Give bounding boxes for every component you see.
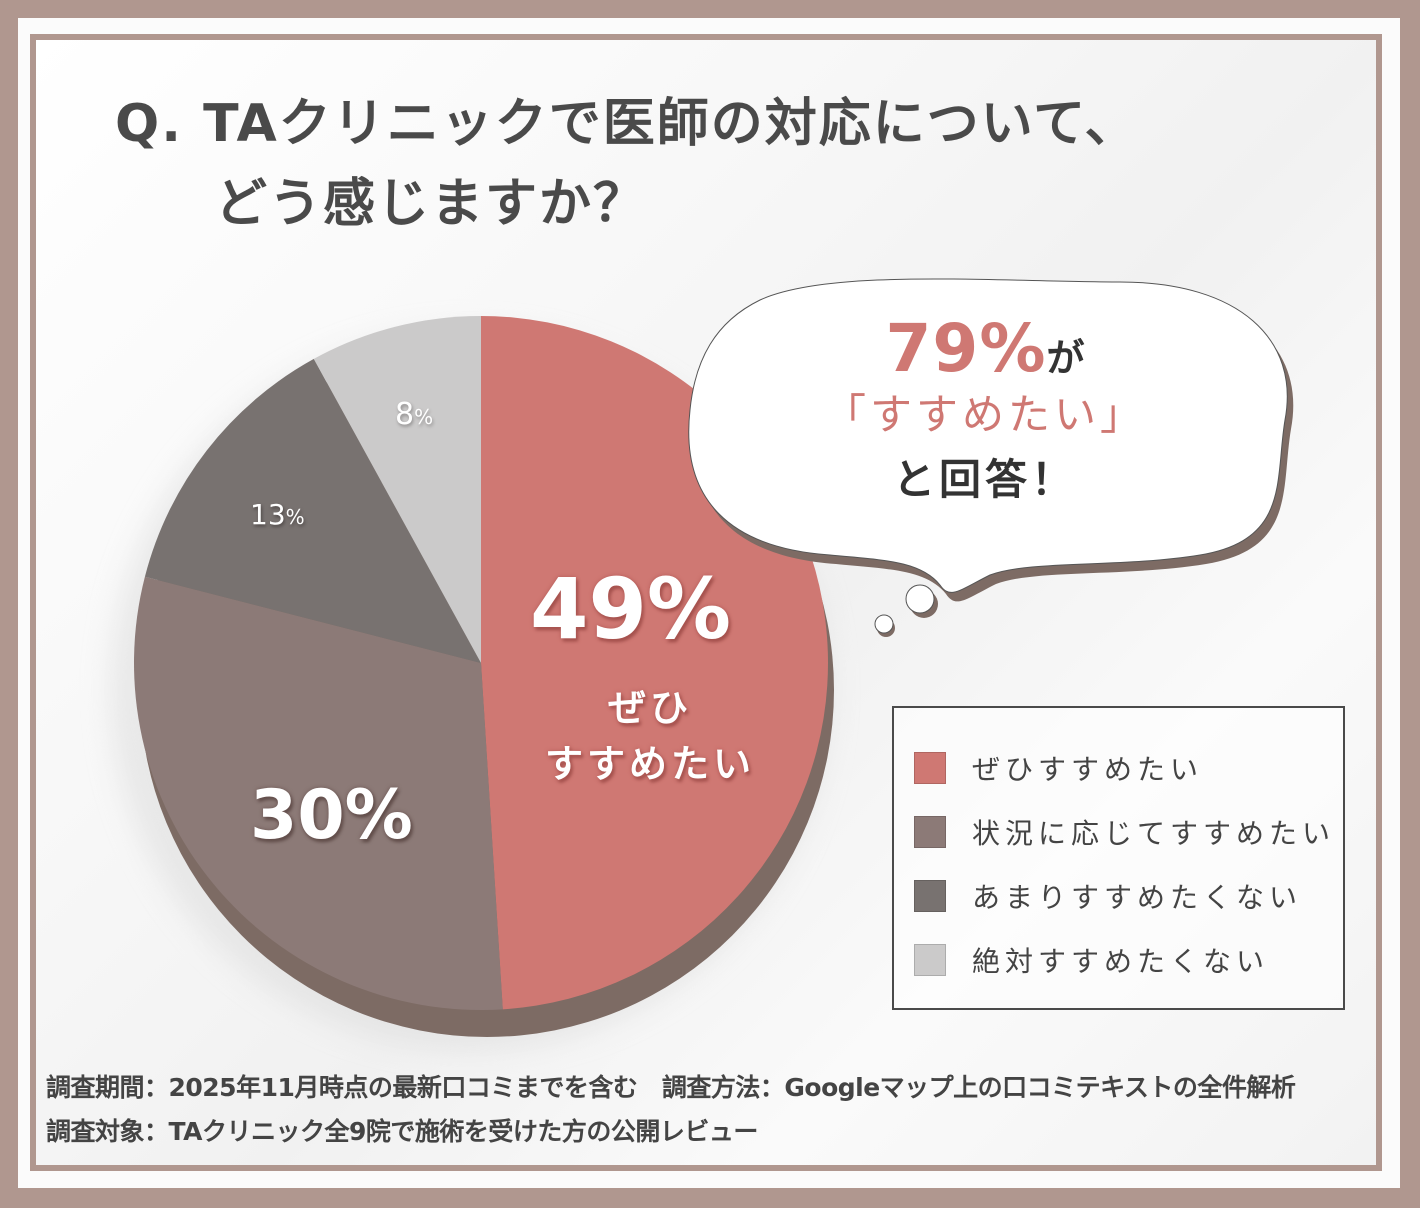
pie-slice-2: [144, 358, 481, 663]
legend-item-strongly-recommend: ぜひすすめたい: [914, 748, 1203, 788]
slice-13-percent: %: [285, 505, 305, 529]
callout-text: 79%が 「すすめたい」 と回答！: [805, 310, 1165, 507]
slice-label-49-caption: ぜひ すすめたい: [520, 680, 780, 792]
slice-caption-line-1: ぜひ: [607, 686, 692, 730]
legend-item-not-really: あまりすすめたくない: [914, 876, 1302, 916]
legend-swatch: [914, 816, 946, 848]
slice-label-30: 30%: [250, 776, 413, 855]
question-title: Q. TAクリニックで医師の対応について、 どう感じますか？: [115, 84, 1139, 244]
legend-item-situational: 状況に応じてすすめたい: [914, 812, 1335, 852]
legend-swatch: [914, 944, 946, 976]
slice-8-number: 8: [395, 397, 415, 432]
legend-label: ぜひすすめたい: [972, 753, 1204, 786]
legend-label: 状況に応じてすすめたい: [972, 817, 1336, 850]
title-line-2: どう感じますか？: [215, 174, 648, 234]
footnote-line-2: 調査対象：TAクリニック全9院で施術を受けた方の公開レビュー: [46, 1117, 758, 1146]
callout-bubble: [688, 278, 1294, 637]
callout-quote: 「すすめたい」: [823, 390, 1146, 439]
slice-label-8: 8%: [395, 397, 433, 432]
legend-swatch: [914, 880, 946, 912]
legend-label: あまりすすめたくない: [972, 881, 1303, 914]
callout-tail: と回答！: [892, 455, 1077, 504]
slice-label-13: 13%: [250, 498, 305, 531]
footnote-line-1: 調査期間：2025年11月時点の最新口コミまでを含む 調査方法：Googleマッ…: [46, 1073, 1296, 1102]
callout-particle: が: [1046, 336, 1085, 380]
chart-legend: ぜひすすめたい 状況に応じてすすめたい あまりすすめたくない 絶対すすめたくない: [892, 706, 1345, 1010]
slice-label-49: 49%: [530, 560, 732, 658]
slice-caption-line-2: すすめたい: [544, 742, 755, 786]
pie-slice-1: [133, 576, 503, 1010]
legend-item-never: 絶対すすめたくない: [914, 940, 1269, 980]
slice-8-percent: %: [414, 405, 434, 429]
legend-swatch: [914, 752, 946, 784]
legend-label: 絶対すすめたくない: [972, 945, 1270, 978]
slice-13-number: 13: [250, 498, 286, 531]
title-line-1: Q. TAクリニックで医師の対応について、: [115, 94, 1139, 154]
survey-footnote: 調査期間：2025年11月時点の最新口コミまでを含む 調査方法：Googleマッ…: [46, 1066, 1296, 1154]
pie-slice-3: [313, 316, 481, 663]
callout-percent: 79%: [885, 310, 1047, 387]
